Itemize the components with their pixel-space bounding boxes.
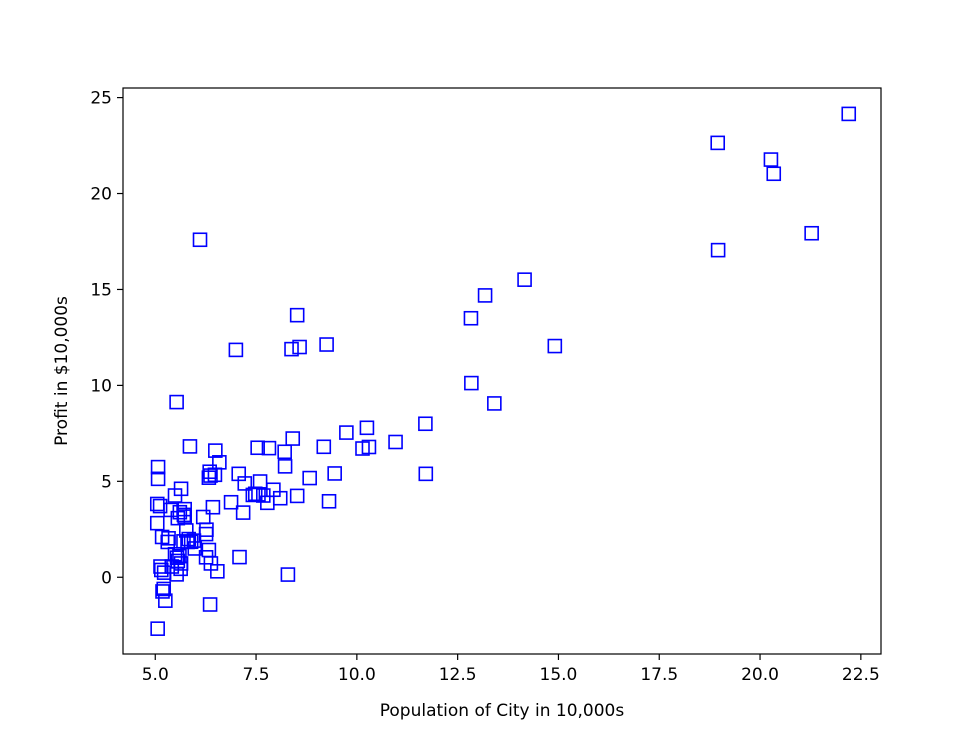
x-tick-label: 15.0 [540,665,578,685]
data-point [361,439,377,455]
data-point [232,549,247,565]
data-point [177,501,192,517]
data-point [841,106,857,122]
data-point [292,339,307,355]
data-point [169,394,184,410]
data-point [277,444,292,460]
data-point [202,597,218,612]
data-point [176,534,191,549]
data-point [289,307,305,323]
data-point [155,584,170,599]
data-point [327,466,342,481]
data-point [418,466,434,482]
data-point [302,470,317,486]
data-point [804,225,819,241]
data-point [237,476,253,491]
data-point [261,440,277,456]
data-point [359,420,375,436]
data-point [277,459,293,474]
data-point [156,581,172,597]
data-point [339,425,354,440]
x-tick-label: 20.0 [741,665,779,685]
data-point [169,550,185,565]
y-tick-label: 0 [101,568,112,588]
y-tick-label: 15 [90,280,112,300]
data-point [152,498,168,514]
data-point [172,504,188,520]
data-point [173,481,189,497]
data-point [284,341,299,357]
data-point [763,152,779,167]
y-tick-label: 10 [90,376,112,396]
x-tick-label: 12.5 [439,665,477,685]
y-tick-label: 25 [90,89,112,109]
data-point [710,135,726,151]
data-point [179,523,194,538]
x-tick-label: 17.5 [640,665,678,685]
data-point [198,526,214,542]
data-point [149,515,165,531]
data-point [150,621,165,636]
y-tick-label: 20 [90,185,112,205]
data-point [477,288,493,303]
data-point [285,431,301,446]
x-axis-ticks: 5.0 7.5 10.0 12.5 15.0 17.5 20.0 22.5 [142,654,880,685]
y-axis-ticks: 0 5 10 15 20 25 [90,89,123,588]
data-point [202,464,217,480]
data-point [167,546,183,562]
data-point [150,471,166,487]
data-points [149,106,857,636]
data-point [251,487,266,502]
data-point [710,242,726,258]
data-point [517,272,532,287]
data-point [228,342,244,358]
data-point [464,375,479,391]
data-point [208,443,223,458]
data-point [487,396,502,411]
data-point [280,567,296,582]
x-tick-label: 7.5 [243,665,270,685]
data-point [547,338,563,354]
data-point [172,548,187,564]
x-tick-label: 10.0 [338,665,376,685]
data-point [319,337,334,352]
data-point [388,434,403,450]
data-point [181,531,197,547]
data-point [256,488,271,503]
data-point [207,467,223,483]
data-point [235,505,251,520]
y-axis-label: Profit in $10,000s [52,296,72,446]
x-tick-label: 22.5 [842,665,880,685]
data-point [250,440,265,456]
x-tick-label: 5.0 [142,665,169,685]
data-point [205,499,221,515]
data-point [150,459,166,475]
data-point [316,439,332,455]
data-point [182,439,198,454]
data-point [210,564,225,579]
data-point [289,488,305,504]
data-point [154,529,170,545]
data-point [463,310,479,326]
y-tick-label: 5 [101,472,112,492]
plot-frame [122,87,882,655]
data-point [158,593,173,608]
data-point [223,494,239,510]
data-point [154,562,169,578]
x-axis-label: Population of City in 10,000s [380,701,625,721]
data-point [418,416,433,432]
data-point [321,493,337,509]
data-point [192,232,208,248]
data-point [766,166,782,182]
